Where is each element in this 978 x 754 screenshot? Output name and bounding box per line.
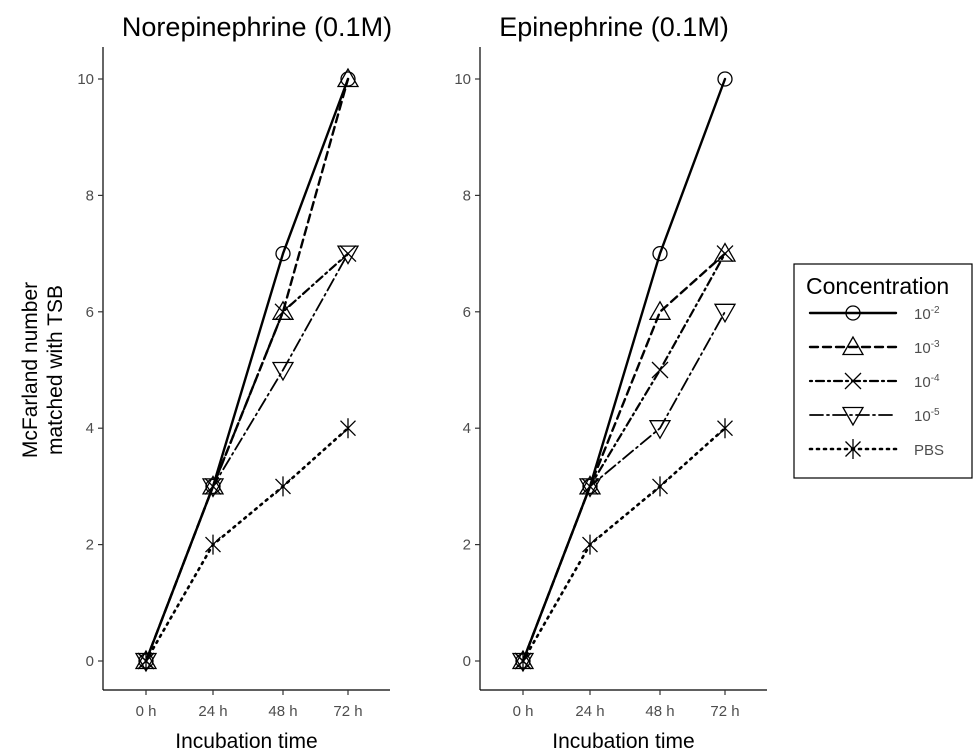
- x-tick-label: 24 h: [575, 703, 604, 720]
- data-point: [201, 475, 225, 495]
- norepinephrine-panel: Norepinephrine (0.1M) 0 2 4 6 8 10 0 h 24 h 48 h 7…: [19, 12, 392, 753]
- data-point: [713, 303, 737, 324]
- data-point: [581, 477, 599, 495]
- data-point: [582, 534, 598, 555]
- x-tick-label: 72 h: [333, 703, 362, 720]
- y-axis-title-line: matched with TSB: [44, 285, 67, 455]
- data-point: [339, 245, 357, 263]
- legend-label-base: 10: [914, 340, 931, 357]
- y-axis-title-line: McFarland number: [19, 282, 42, 458]
- legend-label: 10-4: [914, 373, 940, 391]
- legend-marker: [845, 439, 861, 459]
- x-axis-title: Incubation time: [552, 730, 694, 753]
- data-point: [340, 418, 356, 439]
- y-tick-label: 8: [86, 187, 94, 204]
- legend-label: 10-2: [914, 305, 940, 323]
- data-point: [713, 242, 737, 262]
- x-tick-label: 72 h: [710, 703, 739, 720]
- legend-label-base: 10: [914, 408, 931, 425]
- data-point: [274, 303, 292, 321]
- legend-marker: [841, 335, 865, 356]
- data-point: [336, 67, 360, 88]
- y-tick-label: 10: [77, 71, 94, 88]
- y-tick-label: 6: [463, 304, 471, 321]
- y-tick-label: 2: [86, 537, 94, 554]
- x-tick-label: 48 h: [645, 703, 674, 720]
- y-tick-label: 0: [463, 653, 471, 670]
- y-tick-label: 2: [463, 537, 471, 554]
- data-point: [716, 245, 734, 263]
- data-point: [271, 361, 295, 382]
- legend-marker: [845, 305, 861, 321]
- legend-label-exponent: -5: [931, 407, 940, 418]
- panel-title: Epinephrine (0.1M): [499, 12, 729, 42]
- legend-title: Concentration: [806, 273, 949, 299]
- data-point: [205, 534, 221, 555]
- data-point: [336, 245, 360, 265]
- data-point: [204, 477, 222, 495]
- data-point: [648, 420, 672, 440]
- legend-label-exponent: -3: [931, 339, 940, 350]
- y-tick-label: 4: [86, 420, 94, 437]
- data-point: [652, 245, 668, 262]
- y-tick-label: 8: [463, 187, 471, 204]
- data-point: [275, 245, 291, 262]
- data-point: [201, 478, 225, 498]
- series-line: [522, 310, 726, 662]
- legend-label-exponent: -4: [931, 373, 940, 384]
- data-point: [138, 651, 154, 671]
- data-point: [648, 300, 672, 320]
- x-tick-label: 0 h: [513, 703, 534, 720]
- x-axis-title: Incubation time: [175, 730, 317, 753]
- series-line: [521, 77, 727, 663]
- legend-label: 10-5: [914, 407, 940, 425]
- x-tick-label: 24 h: [198, 703, 227, 720]
- legend-label-base: 10: [914, 374, 931, 391]
- y-tick-label: 4: [463, 420, 471, 437]
- legend-label: 10-3: [914, 339, 940, 357]
- data-point: [275, 476, 291, 497]
- x-tick-label: 48 h: [268, 703, 297, 720]
- data-point: [515, 651, 531, 671]
- epinephrine-panel: Epinephrine (0.1M) 0 2 4 6 8 10 0 h 24 h 48 h 72 h…: [454, 12, 767, 753]
- y-tick-label: 10: [454, 71, 471, 88]
- data-point: [717, 71, 733, 87]
- data-point: [651, 361, 669, 379]
- legend-label-base: 10: [914, 306, 931, 323]
- legend-box: [793, 263, 973, 479]
- series-line: [144, 77, 350, 663]
- series-line: [144, 426, 350, 663]
- panel-title: Norepinephrine (0.1M): [122, 12, 392, 42]
- series-line: [521, 252, 727, 663]
- data-point: [578, 475, 602, 495]
- legend-label-base: PBS: [914, 442, 944, 459]
- data-point: [578, 478, 602, 498]
- series-line: [145, 252, 349, 662]
- legend-label-exponent: -2: [931, 305, 940, 316]
- legend-marker: [841, 406, 865, 427]
- y-tick-label: 0: [86, 653, 94, 670]
- series-line: [144, 252, 350, 663]
- data-point: [652, 476, 668, 497]
- y-axis-title: McFarland numbermatched with TSB: [19, 282, 67, 458]
- legend-marker: [844, 372, 862, 390]
- y-tick-label: 6: [86, 304, 94, 321]
- data-point: [717, 418, 733, 439]
- x-tick-label: 0 h: [136, 703, 157, 720]
- data-point: [271, 300, 295, 320]
- series-line: [521, 426, 727, 663]
- legend-label: PBS: [914, 442, 944, 459]
